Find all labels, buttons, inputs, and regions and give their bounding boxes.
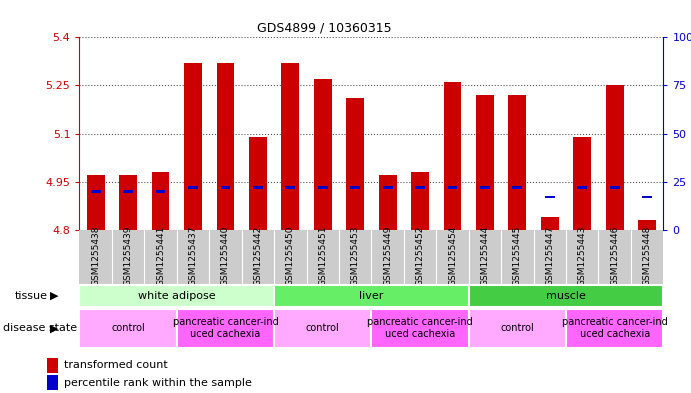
Bar [314,79,332,230]
Bar [253,186,263,189]
Bar [638,220,656,230]
Bar [79,309,177,348]
Bar [609,186,620,189]
Text: white adipose: white adipose [138,291,216,301]
Bar [476,95,494,230]
Bar [274,309,371,348]
Bar [513,186,522,189]
Text: ▶: ▶ [50,290,59,301]
Bar [155,190,165,193]
Bar [87,175,104,230]
Bar [285,186,295,189]
Bar [468,309,566,348]
Bar [379,175,397,230]
Bar [444,82,462,230]
Bar [216,63,234,230]
Text: liver: liver [359,291,384,301]
Bar [120,175,137,230]
Text: pancreatic cancer-ind
uced cachexia: pancreatic cancer-ind uced cachexia [173,318,278,339]
Bar [91,190,101,193]
Bar [566,309,663,348]
Bar [578,186,587,189]
Text: percentile rank within the sample: percentile rank within the sample [64,378,252,388]
Bar [415,186,425,189]
Text: disease state: disease state [3,323,77,333]
Bar [448,186,457,189]
Bar [151,172,169,230]
Bar [177,309,274,348]
Bar [480,186,490,189]
Bar [123,190,133,193]
Bar [642,196,652,198]
Bar [383,186,392,189]
Bar [47,358,58,373]
Text: control: control [111,323,145,333]
Text: transformed count: transformed count [64,360,168,371]
Bar [545,196,555,198]
Bar [509,95,527,230]
Text: pancreatic cancer-ind
uced cachexia: pancreatic cancer-ind uced cachexia [367,318,473,339]
Bar [47,375,58,390]
Bar [371,309,468,348]
Bar [541,217,559,230]
Text: control: control [306,323,340,333]
Bar [606,85,623,230]
Bar [468,285,663,307]
Bar [274,285,468,307]
Bar [79,285,274,307]
Text: muscle: muscle [546,291,586,301]
Bar [574,137,591,230]
Text: pancreatic cancer-ind
uced cachexia: pancreatic cancer-ind uced cachexia [562,318,668,339]
Bar [220,186,230,189]
Bar [249,137,267,230]
Title: GDS4899 / 10360315: GDS4899 / 10360315 [257,22,392,35]
Text: control: control [500,323,534,333]
Text: tissue: tissue [15,290,48,301]
Bar [184,63,202,230]
Bar [346,98,364,230]
Text: ▶: ▶ [50,323,59,333]
Bar [281,63,299,230]
Bar [188,186,198,189]
Bar [411,172,429,230]
Bar [350,186,360,189]
Bar [318,186,328,189]
